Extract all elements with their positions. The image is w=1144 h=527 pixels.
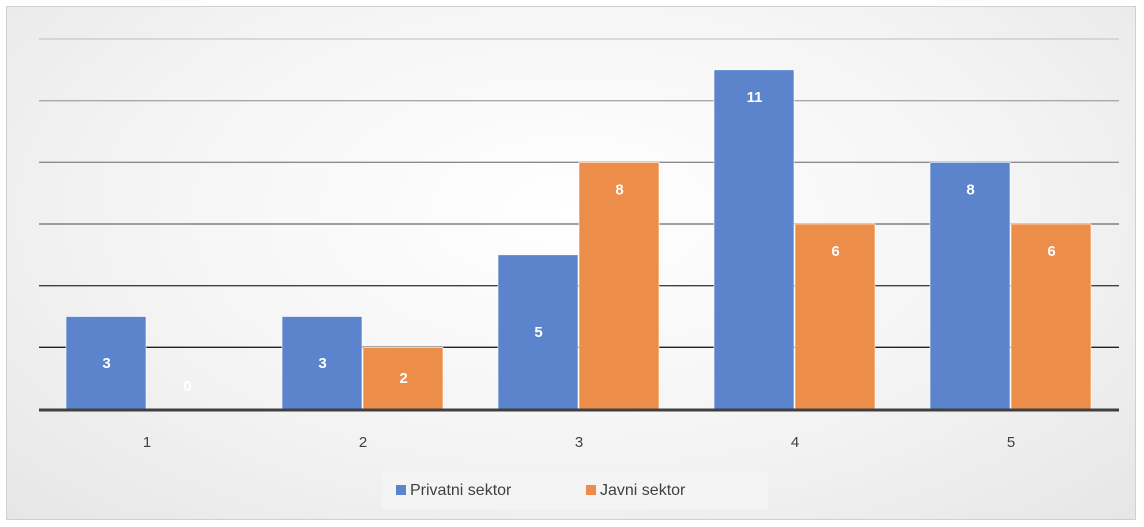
legend: Privatni sektor Javni sektor — [382, 473, 768, 509]
legend-box — [382, 473, 768, 509]
chart-container: 3 0 3 2 5 8 11 6 8 6 1 2 3 4 5 Privatni sektor Javni s… — [6, 6, 1136, 520]
data-labels: 3 0 3 2 5 8 11 6 8 6 — [102, 89, 1055, 395]
x-tick-label: 5 — [1007, 434, 1015, 451]
data-label: 3 — [318, 355, 326, 372]
bars — [65, 69, 1092, 410]
bar-javni-3 — [578, 162, 660, 410]
bar-chart: 3 0 3 2 5 8 11 6 8 6 1 2 3 4 5 Privatni sektor Javni s… — [39, 38, 1119, 509]
data-label: 6 — [1047, 243, 1055, 260]
data-label: 8 — [966, 181, 974, 198]
legend-label: Javni sektor — [600, 482, 686, 499]
bar-privatni-3 — [497, 254, 579, 410]
bar-javni-4 — [794, 223, 876, 410]
bar-javni-2 — [362, 347, 444, 410]
data-label: 3 — [102, 355, 110, 372]
x-tick-label: 2 — [359, 434, 367, 451]
legend-swatch — [396, 485, 406, 495]
data-label: 11 — [747, 89, 763, 106]
data-label: 8 — [615, 181, 623, 198]
x-tick-label: 4 — [791, 434, 799, 451]
bar-privatni-4 — [713, 69, 795, 410]
data-label: 6 — [831, 243, 839, 260]
bar-privatni-5 — [929, 162, 1011, 410]
data-label: 5 — [534, 324, 542, 341]
legend-label: Privatni sektor — [410, 482, 512, 499]
legend-swatch — [586, 485, 596, 495]
x-tick-label: 3 — [575, 434, 583, 451]
x-tick-label: 1 — [143, 434, 151, 451]
bar-privatni-2 — [281, 316, 363, 410]
bar-javni-5 — [1010, 223, 1092, 410]
data-label: 0 — [183, 378, 191, 395]
x-tick-labels: 1 2 3 4 5 — [143, 434, 1015, 451]
data-label: 2 — [399, 370, 407, 387]
